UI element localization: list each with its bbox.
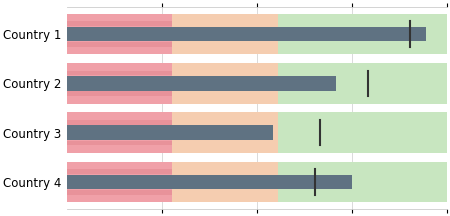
Bar	[67, 76, 336, 91]
Bar	[172, 162, 278, 202]
Bar	[278, 162, 447, 202]
Bar	[67, 92, 172, 96]
Bar	[67, 175, 352, 189]
Bar	[67, 71, 172, 75]
Bar	[67, 141, 172, 145]
Bar	[172, 14, 278, 54]
Bar	[172, 63, 278, 103]
Bar	[67, 162, 172, 202]
Bar	[67, 125, 273, 140]
Bar	[278, 113, 447, 153]
Bar	[67, 190, 172, 195]
Bar	[67, 27, 426, 41]
Bar	[172, 113, 278, 153]
Bar	[67, 169, 172, 174]
Bar	[67, 42, 172, 47]
Bar	[67, 120, 172, 124]
Bar	[67, 14, 172, 54]
Bar	[67, 113, 172, 153]
Bar	[67, 63, 172, 103]
Bar	[67, 21, 172, 26]
Bar	[278, 14, 447, 54]
Bar	[278, 63, 447, 103]
